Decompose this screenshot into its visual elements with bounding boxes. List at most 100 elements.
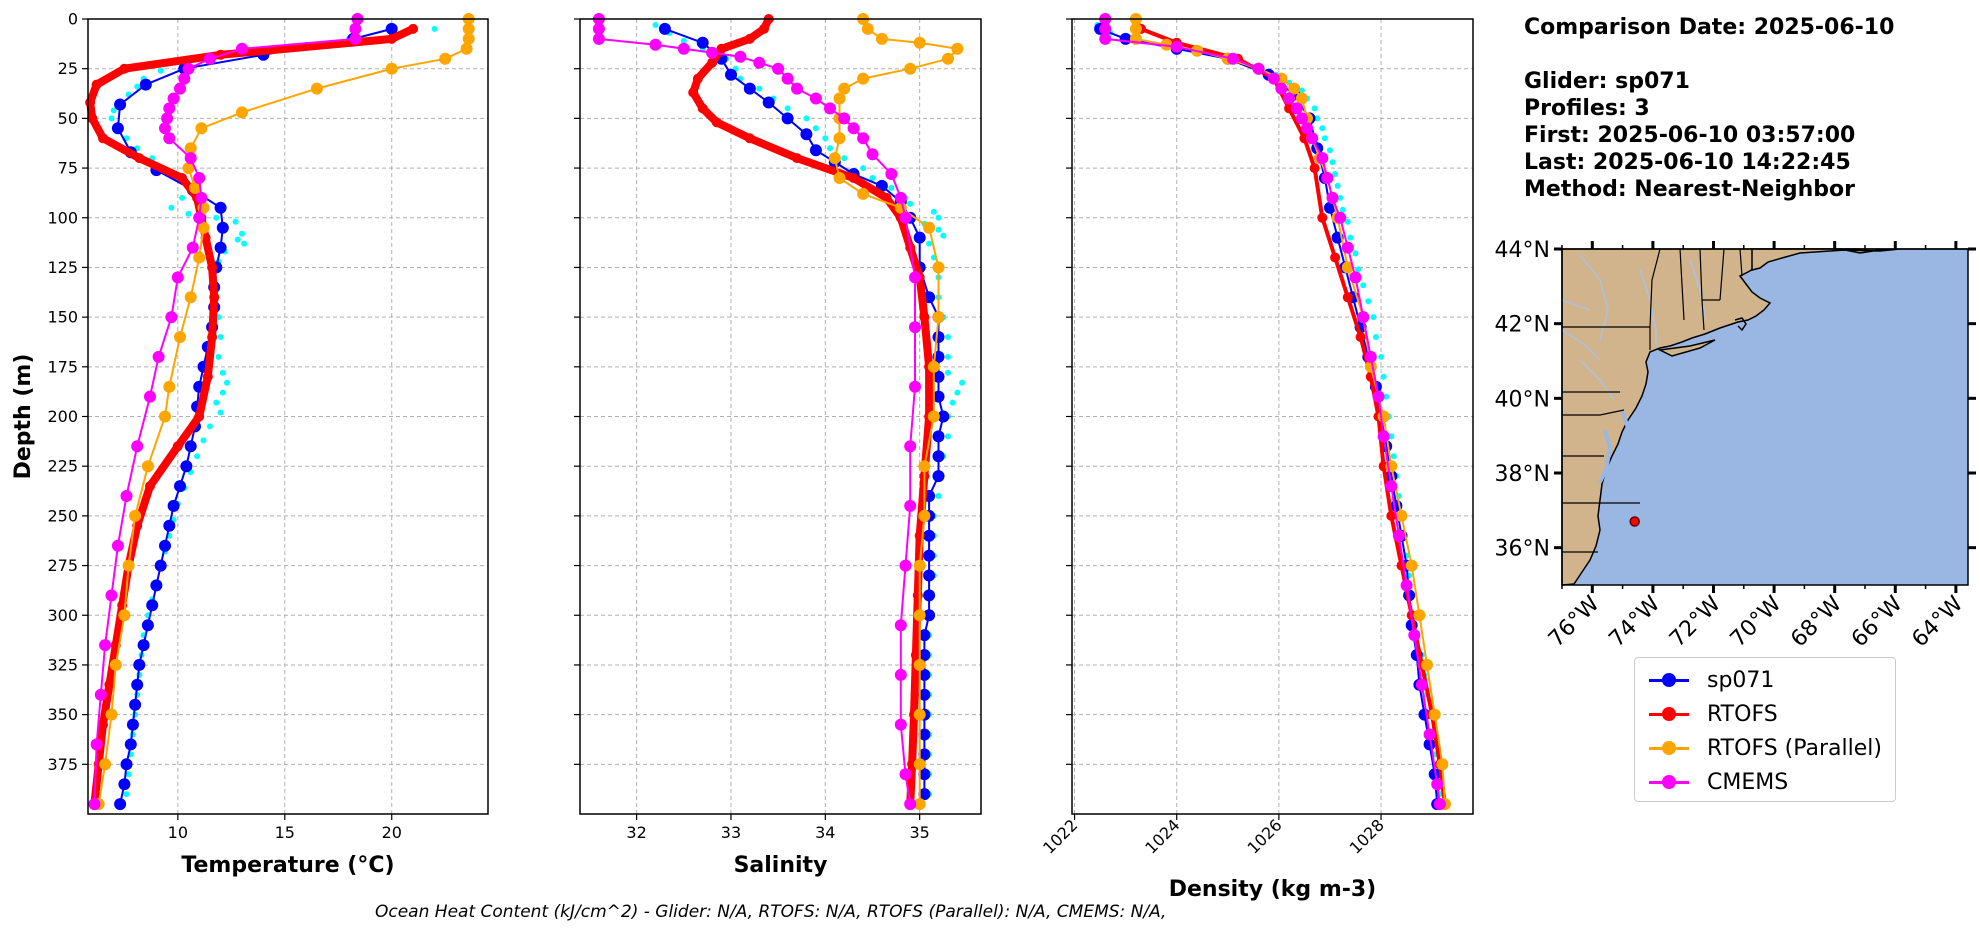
data-point-cmems: [866, 148, 879, 161]
legend-label: RTOFS (Parallel): [1707, 736, 1882, 761]
info-spacer: [1524, 41, 1964, 68]
data-point-sp071: [163, 519, 176, 532]
data-point-sp071: [216, 221, 229, 234]
first-time: First: 2025-06-10 03:57:00: [1524, 123, 1856, 148]
data-point-sp071-raw: [945, 353, 951, 360]
data-point-cmems: [857, 132, 870, 145]
y-tick-label: 25: [58, 59, 78, 78]
data-point-rtofs: [1342, 292, 1353, 303]
data-point-sp071: [214, 201, 227, 214]
series-line-rtofs: [86, 24, 418, 809]
map-chesapeake: [1598, 429, 1613, 483]
data-point-cmems: [1377, 430, 1390, 443]
data-point-rtofs-parallel-: [189, 181, 201, 194]
y-tick-label: 100: [47, 208, 78, 227]
legend-label: CMEMS: [1707, 770, 1789, 795]
data-point-cmems: [894, 191, 907, 204]
data-point-sp071-raw: [1370, 314, 1377, 321]
data-point-sp071: [918, 629, 931, 642]
data-point-rtofs: [104, 679, 115, 690]
x-tick-label: 34: [815, 823, 835, 842]
data-point-sp071-raw: [232, 218, 239, 225]
data-point-cmems: [131, 440, 144, 453]
data-point-sp071-raw: [241, 240, 248, 247]
data-point-rtofs-parallel-: [927, 360, 940, 373]
data-point-rtofs: [207, 262, 218, 273]
data-point-cmems: [1099, 32, 1112, 45]
data-point-cmems: [1431, 778, 1444, 791]
data-point-cmems: [1415, 678, 1428, 691]
map-lon-label: 70°W: [1726, 591, 1787, 652]
data-point-rtofs: [177, 173, 188, 183]
data-point-cmems: [1349, 271, 1362, 284]
data-point-rtofs: [848, 173, 859, 183]
data-point-rtofs-parallel-: [913, 798, 926, 811]
data-point-rtofs-parallel-: [913, 658, 926, 671]
map-cape-cod: [1734, 317, 1747, 332]
data-point-sp071-raw: [219, 369, 226, 376]
data-point-cmems: [144, 390, 156, 403]
data-point-cmems: [791, 82, 803, 95]
data-point-sp071-raw: [215, 353, 222, 360]
data-point-cmems: [904, 798, 917, 811]
data-point-cmems: [1385, 480, 1398, 493]
map-lon-label: 68°W: [1786, 591, 1847, 652]
data-point-rtofs-parallel-: [197, 221, 210, 234]
data-point-rtofs-parallel-: [129, 509, 142, 522]
data-point-rtofs: [119, 63, 130, 74]
data-point-rtofs: [145, 481, 155, 492]
data-point-cmems: [120, 490, 133, 502]
data-point-sp071-raw: [213, 214, 220, 221]
data-point-sp071: [932, 370, 945, 383]
data-point-rtofs-parallel-: [951, 42, 964, 55]
data-point-sp071-raw: [108, 115, 115, 122]
data-point-cmems: [838, 112, 851, 125]
data-point-cmems: [349, 22, 362, 35]
data-point-cmems: [174, 82, 186, 95]
data-point-sp071-raw: [930, 208, 937, 215]
data-point-rtofs-parallel-: [118, 609, 131, 622]
data-point-cmems: [178, 72, 191, 85]
data-point-rtofs-parallel-: [184, 142, 197, 155]
data-point-sp071-raw: [125, 771, 132, 778]
data-point-rtofs-parallel-: [942, 52, 954, 65]
data-point-sp071-raw: [945, 334, 951, 340]
data-point-rtofs: [85, 97, 96, 108]
data-point-cmems: [904, 499, 917, 512]
data-point-sp071-raw: [652, 22, 659, 28]
data-point-sp071: [725, 68, 737, 81]
y-tick-label: 350: [47, 705, 78, 724]
data-point-sp071: [781, 112, 794, 125]
data-point-rtofs: [1317, 212, 1328, 223]
data-point-cmems: [894, 668, 907, 681]
map-lon-label: 72°W: [1665, 591, 1726, 652]
data-point-cmems: [809, 92, 822, 105]
data-point-rtofs-parallel-: [193, 251, 206, 264]
data-point-cmems: [349, 32, 362, 45]
data-point-cmems: [753, 56, 766, 69]
series-line-cmems: [1104, 18, 1441, 806]
data-point-cmems: [163, 132, 176, 145]
data-point-cmems: [824, 102, 836, 115]
data-point-cmems: [885, 168, 898, 180]
data-point-cmems: [1316, 152, 1329, 165]
data-point-cmems: [1423, 728, 1436, 741]
data-point-sp071: [131, 678, 144, 691]
legend-marker: [1662, 775, 1676, 789]
data-point-sp071-raw: [907, 200, 914, 207]
data-point-sp071: [923, 549, 936, 562]
data-point-rtofs-parallel-: [833, 92, 846, 105]
data-point-sp071: [141, 619, 154, 632]
data-point-cmems: [88, 798, 101, 811]
map-rivers: [1561, 254, 1707, 401]
y-tick-label: 125: [47, 258, 78, 277]
data-point-rtofs: [408, 23, 419, 34]
legend-marker: [1662, 707, 1676, 721]
density-panel: 1022 1024 1026 1028 Density (kg m-3): [1039, 13, 1474, 902]
data-point-sp071-raw: [1321, 135, 1328, 142]
data-point-rtofs-parallel-: [109, 658, 122, 671]
data-point-sp071: [159, 539, 171, 552]
x-axis-label: Density (kg m-3): [1169, 877, 1377, 902]
data-point-rtofs: [692, 73, 703, 84]
data-point-sp071-raw: [206, 423, 213, 430]
